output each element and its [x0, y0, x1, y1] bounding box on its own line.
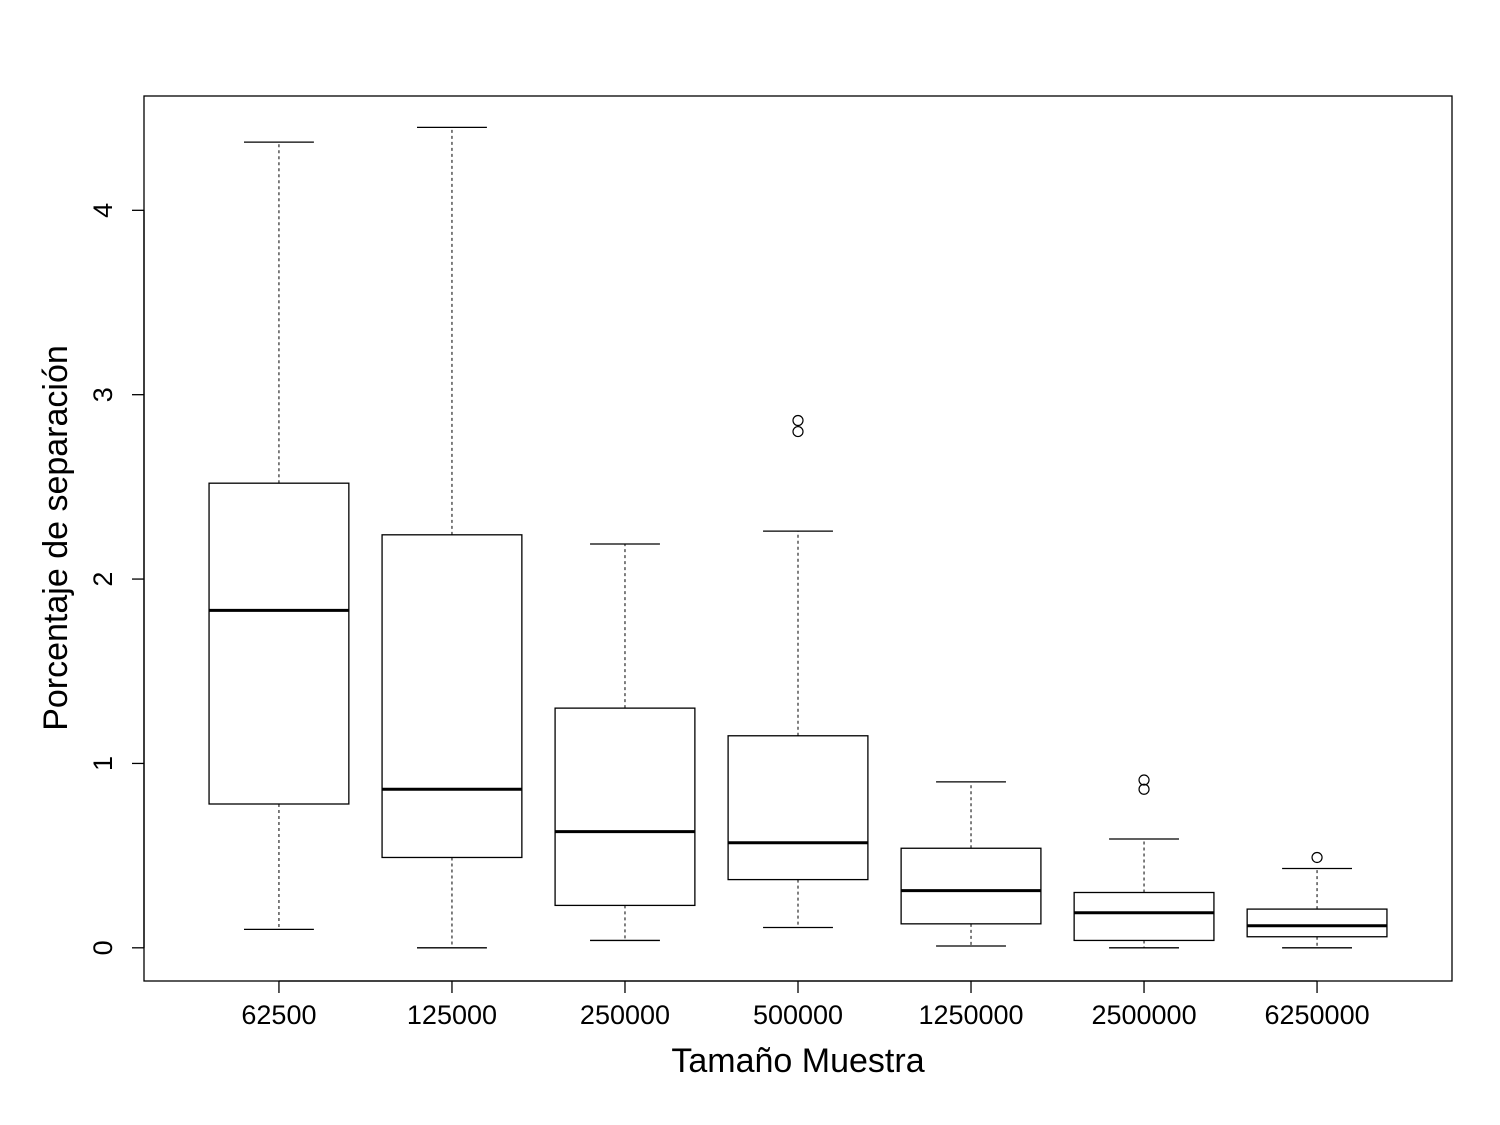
y-axis: 0 1 2 3 4: [88, 203, 145, 955]
outlier-point: [1138, 774, 1150, 786]
outlier-point: [792, 414, 804, 427]
boxes-group: [208, 126, 1388, 949]
y-tick-label: 4: [88, 203, 118, 218]
box-group-62500: [208, 141, 350, 931]
outlier-point: [1311, 851, 1323, 864]
y-tick-label: 0: [88, 940, 118, 955]
box-group-6250000: [1246, 851, 1388, 949]
iqr-box: [381, 534, 523, 859]
y-tick-label: 3: [88, 387, 118, 402]
iqr-box: [1246, 908, 1388, 938]
box-group-1250000: [900, 781, 1042, 947]
y-axis-label: Porcentaje de separación: [37, 345, 75, 731]
x-axis-label: Tamaño Muestra: [671, 1042, 924, 1080]
x-tick-label: 2500000: [1091, 1000, 1196, 1030]
y-tick-label: 2: [88, 572, 118, 587]
iqr-box: [554, 707, 696, 907]
outlier-point: [1138, 783, 1150, 795]
x-tick-label: 1250000: [918, 1000, 1023, 1030]
x-tick-label: 125000: [407, 1000, 497, 1030]
iqr-box: [208, 482, 350, 805]
box-group-125000: [381, 126, 523, 949]
iqr-box: [900, 847, 1042, 925]
box-group-250000: [554, 543, 696, 942]
iqr-box: [727, 735, 869, 881]
x-tick-label: 250000: [580, 1000, 670, 1030]
iqr-box: [1073, 891, 1215, 942]
x-axis: 62500 125000 250000 500000 1250000 2500000 625…: [241, 980, 1370, 1030]
y-tick-label: 1: [88, 756, 118, 771]
x-tick-label: 6250000: [1264, 1000, 1369, 1030]
box-group-2500000: [1073, 774, 1215, 949]
box-group-500000: [727, 414, 869, 929]
outlier-point: [792, 425, 804, 438]
x-tick-label: 500000: [753, 1000, 843, 1030]
x-tick-label: 62500: [241, 1000, 316, 1030]
